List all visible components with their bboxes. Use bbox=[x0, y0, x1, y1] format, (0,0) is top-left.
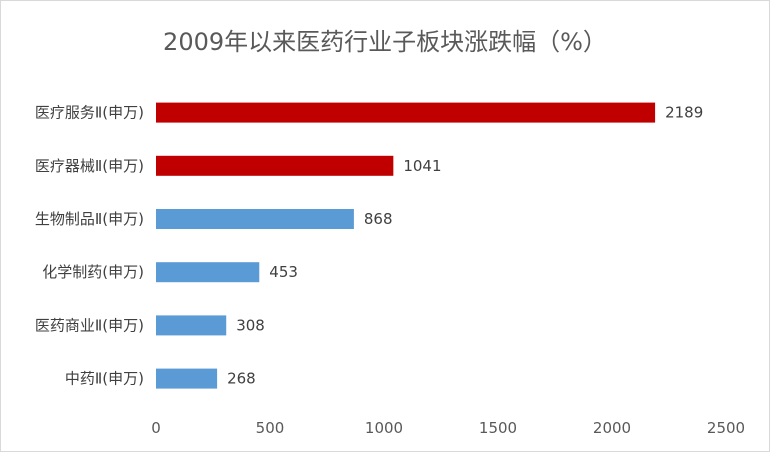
category-label: 化学制药(申万) bbox=[42, 263, 144, 281]
data-label: 1041 bbox=[403, 157, 441, 175]
category-label: 医疗器械Ⅱ(申万) bbox=[35, 157, 144, 175]
bar-3 bbox=[156, 209, 354, 229]
data-label: 453 bbox=[269, 263, 298, 281]
bar-6 bbox=[156, 368, 218, 389]
x-tick-label: 2000 bbox=[593, 419, 631, 437]
x-tick-label: 0 bbox=[151, 419, 161, 437]
x-tick-label: 2500 bbox=[707, 419, 745, 437]
x-tick-label: 500 bbox=[256, 419, 285, 437]
category-label: 生物制品Ⅱ(申万) bbox=[35, 210, 144, 228]
chart-title: 2009年以来医药行业子板块涨跌幅（%） bbox=[163, 28, 607, 56]
x-tick-label: 1000 bbox=[365, 419, 403, 437]
bars-layer bbox=[156, 102, 656, 389]
x-axis-ticks: 0 500 1000 1500 2000 2500 bbox=[151, 419, 745, 437]
bar-1 bbox=[156, 102, 656, 123]
labels-layer: 医疗服务Ⅱ(申万) 2189 医疗器械Ⅱ(申万) 1041 生物制品Ⅱ(申万) 868 化学… bbox=[35, 104, 703, 388]
bar-2 bbox=[156, 155, 394, 176]
bar-5 bbox=[156, 315, 227, 336]
data-label: 268 bbox=[227, 370, 256, 388]
category-label: 中药Ⅱ(申万) bbox=[65, 370, 144, 388]
category-label: 医疗服务Ⅱ(申万) bbox=[35, 104, 144, 122]
data-label: 2189 bbox=[665, 104, 703, 122]
data-label: 868 bbox=[364, 210, 393, 228]
data-label: 308 bbox=[236, 316, 265, 334]
bar-4 bbox=[156, 262, 260, 283]
x-tick-label: 1500 bbox=[479, 419, 517, 437]
category-label: 医药商业Ⅱ(申万) bbox=[35, 316, 144, 334]
